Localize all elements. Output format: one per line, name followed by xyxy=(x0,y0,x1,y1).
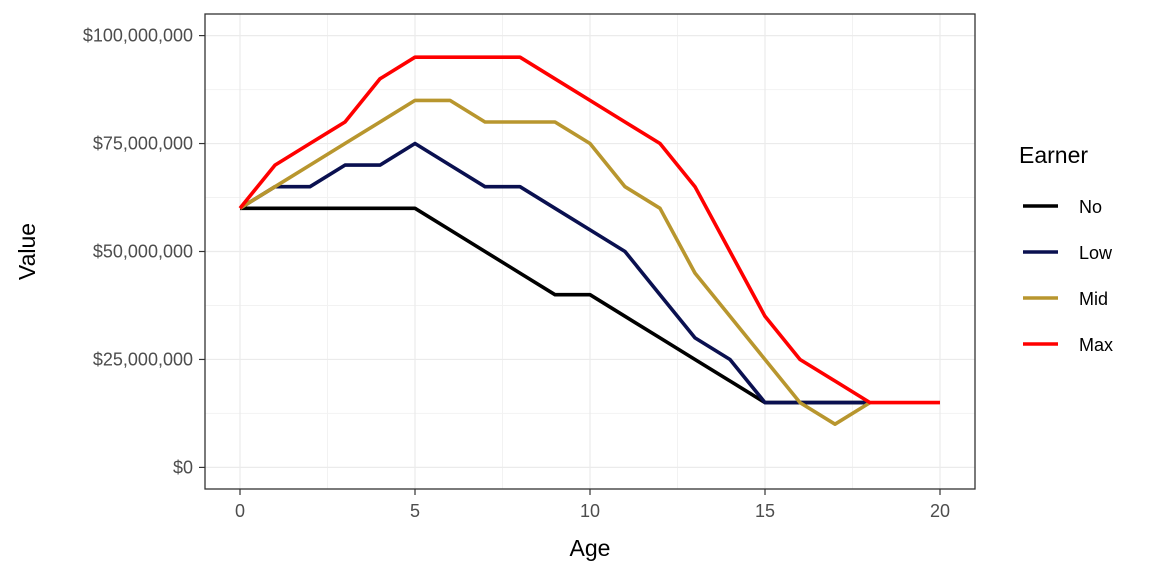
y-tick-label: $0 xyxy=(173,457,193,477)
legend-title: Earner xyxy=(1019,142,1088,168)
x-tick-label: 5 xyxy=(410,501,420,521)
y-axis: $0 $25,000,000 $50,000,000 $75,000,000 $100,… xyxy=(83,26,205,477)
series-line-low xyxy=(239,141,870,405)
legend-label-no: No xyxy=(1079,197,1102,217)
x-tick-label: 0 xyxy=(235,501,245,521)
series-line-max xyxy=(238,55,940,405)
legend-label-mid: Mid xyxy=(1079,289,1108,309)
legend-label-max: Max xyxy=(1079,335,1113,355)
x-tick-label: 10 xyxy=(580,501,600,521)
y-axis-title: Value xyxy=(14,223,40,280)
y-tick-label: $25,000,000 xyxy=(93,349,193,369)
y-tick-label: $75,000,000 xyxy=(93,134,193,154)
x-tick-label: 20 xyxy=(930,501,950,521)
legend-items: No Low Mid Max xyxy=(1023,197,1113,355)
y-tick-label: $100,000,000 xyxy=(83,26,193,46)
x-tick-label: 15 xyxy=(755,501,775,521)
y-tick-label: $50,000,000 xyxy=(93,242,193,262)
series-line-mid xyxy=(239,98,871,427)
legend: Earner No Low Mid Max xyxy=(1019,142,1113,355)
legend-label-low: Low xyxy=(1079,243,1113,263)
x-axis: 0 5 10 15 20 xyxy=(235,489,950,521)
x-axis-title: Age xyxy=(570,535,611,561)
major-gridlines xyxy=(205,14,975,489)
series-lines xyxy=(238,55,940,427)
